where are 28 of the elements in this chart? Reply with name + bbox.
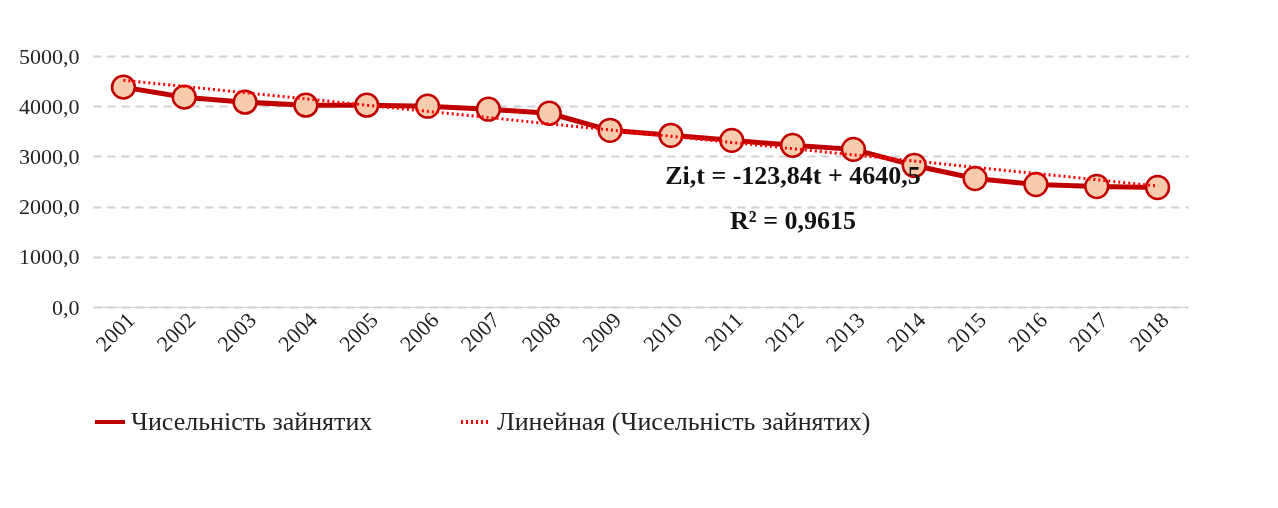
point	[536, 100, 562, 126]
y-tick-label: 4000,0	[19, 93, 80, 119]
annotation: Zi,t = -123,84t + 4640,5	[665, 161, 921, 190]
y-tick-label: 0,0	[52, 294, 80, 320]
point	[597, 117, 623, 143]
y-tick-label: 3000,0	[19, 143, 80, 169]
point	[110, 74, 137, 100]
point	[962, 165, 988, 192]
point	[719, 127, 745, 153]
point	[779, 132, 806, 158]
y-tick-label: 5000,0	[19, 43, 80, 69]
point	[414, 93, 441, 119]
point	[1023, 171, 1049, 198]
legend-label: Чисельність зайнятих	[131, 407, 373, 436]
y-tick-label: 2000,0	[19, 194, 80, 220]
point	[1144, 174, 1171, 201]
y-tick-label: 1000,0	[19, 244, 80, 270]
point	[840, 136, 867, 162]
point	[1084, 173, 1110, 200]
point	[293, 92, 319, 118]
legend-label: Линейная (Чисельність зайнятих)	[497, 407, 871, 436]
point	[658, 122, 684, 148]
x-tick-label: 2011	[699, 307, 748, 356]
point	[171, 84, 197, 110]
point	[475, 96, 502, 122]
point	[354, 92, 380, 118]
annotation: R² = 0,9615	[730, 206, 856, 235]
point	[232, 89, 258, 115]
